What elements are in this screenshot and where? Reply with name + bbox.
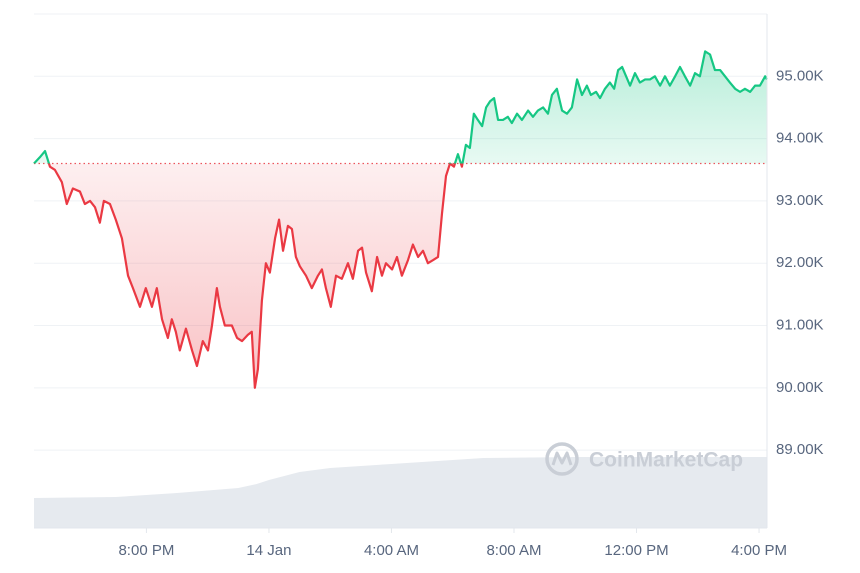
watermark: CoinMarketCap [545,442,743,476]
axes: 89.00K 90.00K 91.00K 92.00K 93.00K 94.00K 95.0… [34,13,824,559]
volume-area [34,457,767,528]
volume [34,457,767,528]
y-tick-label: 89.00K [776,441,824,458]
watermark-logo [545,442,579,476]
y-tick-label: 91.00K [776,316,824,333]
x-tick-label: 14 Jan [246,542,291,559]
y-tick-label: 92.00K [776,254,824,271]
x-tick-label: 4:00 AM [364,542,419,559]
y-tick-label: 94.00K [776,130,824,147]
watermark-text: CoinMarketCap [589,449,743,472]
y-tick-label: 90.00K [776,379,824,396]
y-tick-label: 95.00K [776,67,824,84]
x-tick-label: 4:00 PM [731,542,787,559]
price-area [34,51,767,388]
x-tick-label: 12:00 PM [604,542,668,559]
x-tick-label: 8:00 PM [118,542,174,559]
watermark-logo-mark [551,451,573,466]
y-tick-label: 93.00K [776,192,824,209]
price-line [33,50,768,389]
price [33,50,768,389]
x-tick-label: 8:00 AM [486,542,541,559]
